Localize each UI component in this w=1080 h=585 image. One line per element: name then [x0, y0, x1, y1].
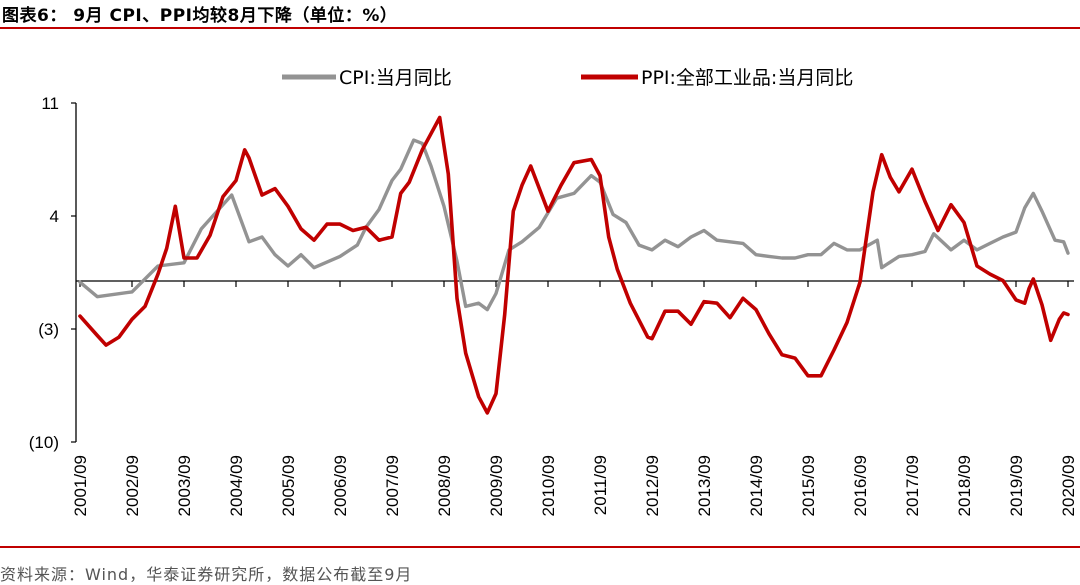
chart-title: 图表6： 9月 CPI、PPI均较8月下降（单位：%）	[2, 6, 398, 26]
x-tick-label: 2015/09	[799, 455, 818, 516]
x-tick-label: 2010/09	[539, 455, 558, 516]
legend-label-ppi: PPI:全部工业品:当月同比	[641, 67, 853, 89]
y-tick-label: (10)	[29, 433, 59, 452]
y-tick-label: (3)	[38, 320, 59, 339]
title-divider	[0, 27, 1080, 29]
chart-axes	[75, 103, 1074, 442]
source-note: 资料来源：Wind，华泰证券研究所，数据公布截至9月	[0, 565, 413, 584]
x-tick-label: 2003/09	[175, 455, 194, 516]
y-tick-label: 4	[50, 207, 59, 226]
footer-divider	[0, 546, 1080, 548]
x-ticks: 2001/09 2002/09 2003/09 2004/09 2005/09 2006/…	[71, 281, 1078, 516]
x-tick-label: 2009/09	[487, 455, 506, 516]
x-tick-label: 2012/09	[643, 455, 662, 516]
x-tick-label: 2005/09	[279, 455, 298, 516]
y-ticks: 11 4 (3) (10)	[29, 94, 76, 452]
legend-label-cpi: CPI:当月同比	[339, 67, 452, 89]
line-chart: CPI:当月同比 PPI:全部工业品:当月同比 11 4 (3) (10) 2001/…	[29, 67, 1078, 516]
x-tick-label: 2017/09	[903, 455, 922, 516]
chart-legend: CPI:当月同比 PPI:全部工业品:当月同比	[282, 67, 853, 89]
x-tick-label: 2020/09	[1059, 455, 1078, 516]
x-tick-label: 2004/09	[227, 455, 246, 516]
x-tick-label: 2019/09	[1007, 455, 1026, 516]
series-line-ppi	[78, 115, 1070, 415]
x-tick-label: 2011/09	[591, 455, 610, 515]
x-tick-label: 2008/09	[435, 455, 454, 516]
x-tick-label: 2013/09	[695, 455, 714, 516]
chart-series	[78, 115, 1070, 415]
x-tick-label: 2014/09	[747, 455, 766, 516]
x-tick-label: 2006/09	[331, 455, 350, 516]
x-tick-label: 2001/09	[71, 455, 90, 516]
series-line-cpi	[78, 138, 1070, 312]
x-tick-label: 2002/09	[123, 455, 142, 516]
x-tick-label: 2007/09	[383, 455, 402, 516]
y-tick-label: 11	[41, 94, 59, 113]
x-tick-label: 2018/09	[955, 455, 974, 516]
x-tick-label: 2016/09	[851, 455, 870, 516]
